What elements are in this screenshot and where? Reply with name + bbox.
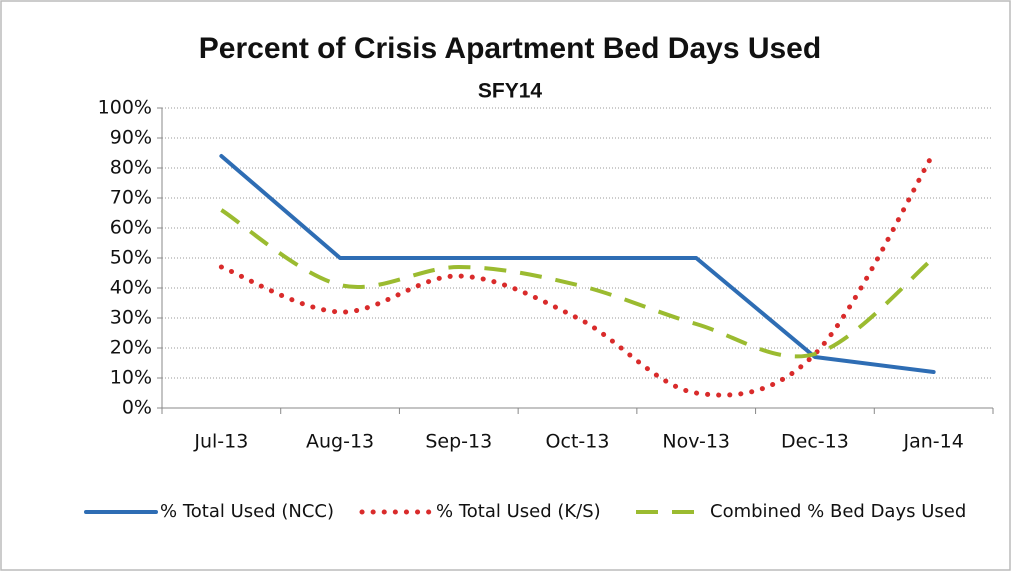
series-line <box>218 150 937 398</box>
x-tick-label: Nov-13 <box>662 431 730 453</box>
legend-label: Combined % Bed Days Used <box>710 501 966 522</box>
series-line <box>220 208 935 359</box>
chart-subtitle: SFY14 <box>478 80 543 103</box>
y-tick-label: 90% <box>110 127 152 149</box>
y-tick-label: 30% <box>110 307 152 329</box>
y-tick-label: 20% <box>110 337 152 359</box>
legend-label: % Total Used (K/S) <box>436 501 601 522</box>
x-tick-label: Jan-14 <box>902 431 963 453</box>
x-tick-label: Aug-13 <box>306 431 374 453</box>
series-line <box>219 154 936 374</box>
y-tick-label: 80% <box>110 157 152 179</box>
x-tick-label: Sep-13 <box>425 431 492 453</box>
y-tick-label: 40% <box>110 277 152 299</box>
chart-title: Percent of Crisis Apartment Bed Days Use… <box>199 32 821 65</box>
y-tick-label: 60% <box>110 217 152 239</box>
y-tick-label: 10% <box>110 367 152 389</box>
x-tick-label: Oct-13 <box>546 431 610 453</box>
y-tick-label: 0% <box>122 397 152 419</box>
y-tick-label: 70% <box>110 187 152 209</box>
legend-label: % Total Used (NCC) <box>160 501 334 522</box>
x-tick-label: Jul-13 <box>193 431 248 453</box>
y-tick-label: 50% <box>110 247 152 269</box>
y-tick-label: 100% <box>98 97 152 119</box>
x-tick-label: Dec-13 <box>781 431 849 453</box>
